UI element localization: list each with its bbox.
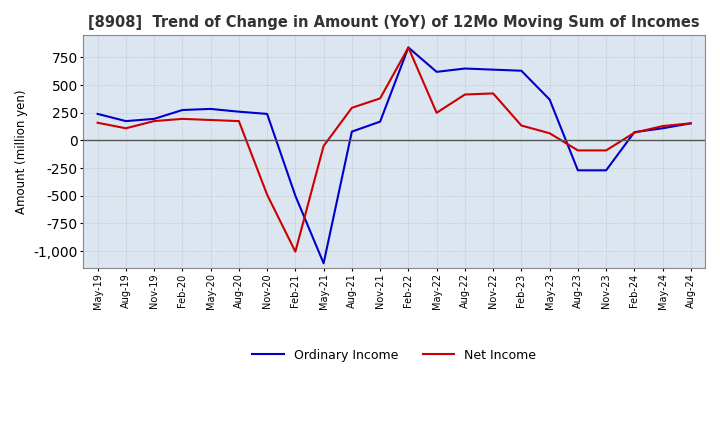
Ordinary Income xyxy=(658,126,667,131)
Ordinary Income xyxy=(602,168,611,173)
Ordinary Income xyxy=(404,45,413,50)
Net Income xyxy=(348,105,356,110)
Net Income xyxy=(207,117,215,123)
Title: [8908]  Trend of Change in Amount (YoY) of 12Mo Moving Sum of Incomes: [8908] Trend of Change in Amount (YoY) o… xyxy=(89,15,700,30)
Ordinary Income xyxy=(348,129,356,134)
Net Income xyxy=(658,124,667,129)
Net Income xyxy=(319,143,328,149)
Net Income xyxy=(545,131,554,136)
Net Income xyxy=(687,121,696,126)
Ordinary Income xyxy=(319,260,328,266)
Ordinary Income xyxy=(517,68,526,73)
Net Income xyxy=(178,116,186,121)
Net Income xyxy=(630,130,639,136)
Net Income xyxy=(122,126,130,131)
Net Income xyxy=(235,118,243,124)
Ordinary Income xyxy=(687,121,696,126)
Ordinary Income xyxy=(461,66,469,71)
Net Income xyxy=(574,148,582,153)
Net Income xyxy=(602,148,611,153)
Ordinary Income xyxy=(291,193,300,198)
Legend: Ordinary Income, Net Income: Ordinary Income, Net Income xyxy=(247,344,541,367)
Net Income xyxy=(489,91,498,96)
Ordinary Income xyxy=(489,67,498,72)
Net Income xyxy=(150,118,158,124)
Ordinary Income xyxy=(263,111,271,117)
Line: Ordinary Income: Ordinary Income xyxy=(98,48,691,263)
Y-axis label: Amount (million yen): Amount (million yen) xyxy=(15,89,28,214)
Ordinary Income xyxy=(150,116,158,121)
Line: Net Income: Net Income xyxy=(98,48,691,252)
Ordinary Income xyxy=(207,106,215,112)
Net Income xyxy=(263,192,271,197)
Net Income xyxy=(432,110,441,115)
Net Income xyxy=(461,92,469,97)
Net Income xyxy=(376,96,384,101)
Ordinary Income xyxy=(630,129,639,135)
Ordinary Income xyxy=(432,69,441,74)
Net Income xyxy=(517,123,526,128)
Net Income xyxy=(404,45,413,50)
Ordinary Income xyxy=(178,107,186,113)
Ordinary Income xyxy=(545,97,554,102)
Ordinary Income xyxy=(574,168,582,173)
Net Income xyxy=(291,249,300,254)
Ordinary Income xyxy=(235,109,243,114)
Net Income xyxy=(94,120,102,125)
Ordinary Income xyxy=(122,118,130,124)
Ordinary Income xyxy=(94,111,102,117)
Ordinary Income xyxy=(376,119,384,124)
